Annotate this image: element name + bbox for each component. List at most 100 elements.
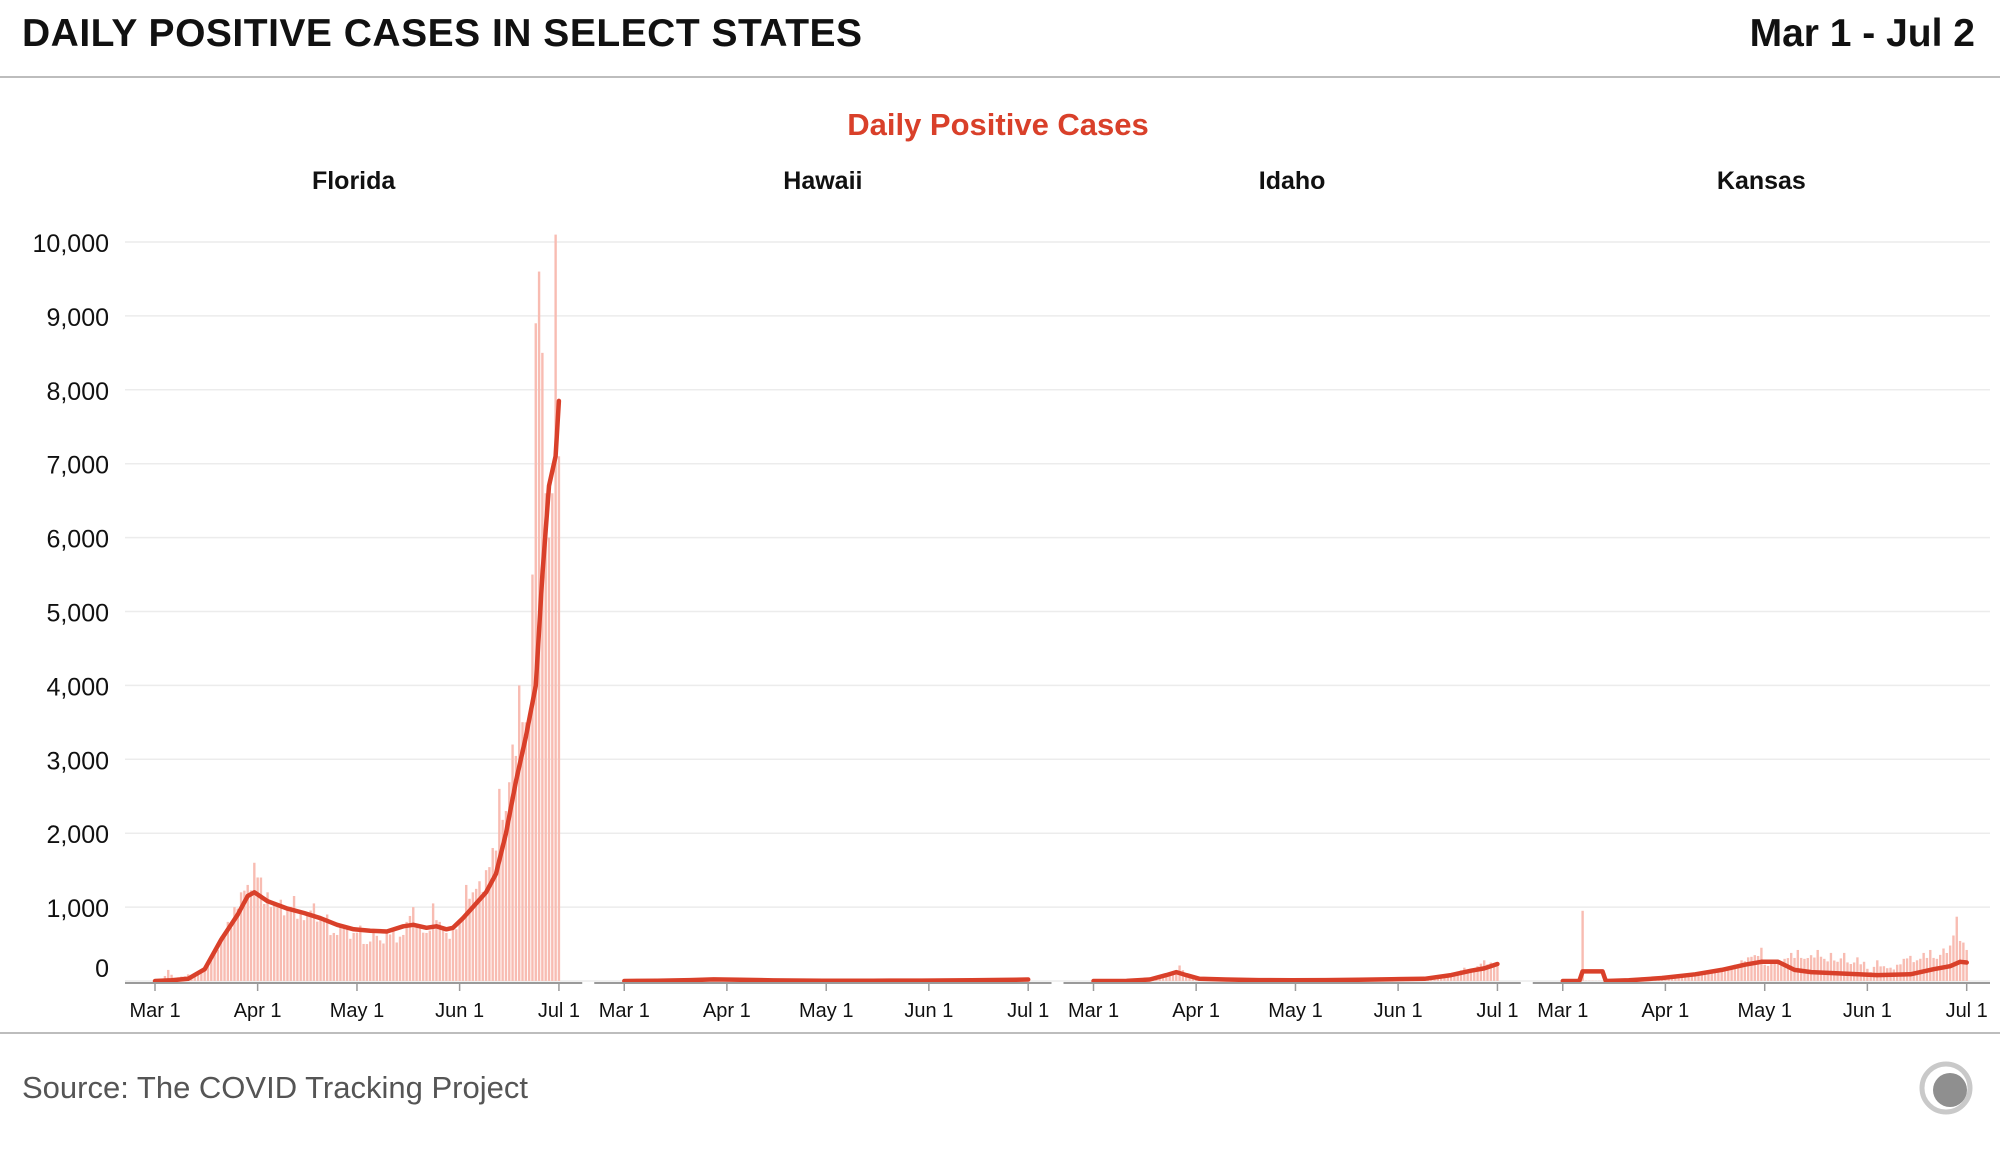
- daily-case-bar: [445, 933, 447, 981]
- daily-case-bar: [412, 907, 414, 981]
- daily-case-bar: [525, 722, 527, 981]
- daily-case-bar: [1856, 957, 1858, 981]
- daily-case-bar: [359, 926, 361, 981]
- panel-hawaii: Hawaii Mar 1 Apr 1 May 1 Jun 1 Jul 1: [594, 167, 1051, 1022]
- daily-case-bar: [286, 907, 288, 981]
- daily-case-bar: [1823, 959, 1825, 981]
- y-axis: 10,0009,0008,0007,0006,0005,0004,0003,00…: [33, 230, 109, 983]
- panel-title: Kansas: [1717, 167, 1806, 195]
- daily-case-bar: [402, 935, 404, 981]
- daily-case-bar: [319, 918, 321, 981]
- daily-case-bar: [1773, 962, 1775, 981]
- daily-case-bar: [1797, 950, 1799, 981]
- daily-case-bar: [349, 939, 351, 981]
- daily-case-bar: [366, 944, 368, 981]
- daily-case-bar: [329, 935, 331, 981]
- daily-case-bar: [1876, 960, 1878, 981]
- panel-title: Idaho: [1259, 167, 1326, 195]
- daily-case-bar: [1830, 953, 1832, 981]
- y-tick-label: 8,000: [46, 378, 109, 406]
- daily-case-bar: [250, 890, 252, 981]
- daily-case-bar: [376, 936, 378, 981]
- y-tick-label: 6,000: [46, 526, 109, 554]
- daily-case-bar: [439, 922, 441, 981]
- daily-case-bar: [346, 929, 348, 981]
- daily-case-bar: [323, 921, 325, 981]
- daily-case-bar: [369, 942, 371, 981]
- daily-case-bar: [333, 933, 335, 981]
- daily-case-bar: [1843, 953, 1845, 981]
- footer: Source: The COVID Tracking Project: [0, 1032, 2000, 1149]
- daily-case-bar: [1929, 950, 1931, 981]
- daily-case-bar: [458, 922, 460, 981]
- daily-case-bar: [296, 919, 298, 981]
- daily-case-bar: [518, 685, 520, 981]
- chart-svg: Daily Positive Cases 10,0009,0008,0007,0…: [0, 78, 2000, 1033]
- chart-subtitle: Daily Positive Cases: [847, 107, 1149, 142]
- daily-case-bar: [1760, 948, 1762, 981]
- daily-case-bar: [531, 575, 533, 981]
- daily-case-bar: [1840, 958, 1842, 981]
- x-tick-label: Apr 1: [703, 1000, 751, 1022]
- daily-case-bar: [382, 943, 384, 981]
- daily-case-bar: [1747, 957, 1749, 981]
- daily-case-bar: [362, 944, 364, 981]
- panels: Florida Mar 1 Apr 1 May 1 Jun 1 Jul 1 Hawaii Ma…: [125, 167, 1990, 1022]
- daily-case-bar: [1833, 960, 1835, 981]
- daily-case-bar: [1922, 953, 1924, 981]
- daily-case-bar: [1909, 956, 1911, 981]
- x-tick-label: Jul 1: [1007, 1000, 1049, 1022]
- daily-case-bar: [303, 920, 305, 981]
- daily-case-bar: [452, 929, 454, 981]
- daily-case-bar: [283, 915, 285, 981]
- x-tick-label: Jun 1: [904, 1000, 953, 1022]
- daily-case-bar: [419, 926, 421, 981]
- daily-case-bar: [1496, 966, 1498, 981]
- daily-case-bar: [1770, 963, 1772, 981]
- y-tick-label: 10,000: [33, 230, 109, 258]
- daily-case-bar: [306, 914, 308, 981]
- daily-case-bar: [343, 929, 345, 981]
- x-tick-label: Jul 1: [538, 1000, 580, 1022]
- daily-case-bar: [498, 789, 500, 981]
- x-tick-label: Jul 1: [1476, 1000, 1518, 1022]
- x-tick-label: Jul 1: [1946, 1000, 1988, 1022]
- daily-case-bar: [548, 538, 550, 981]
- daily-case-bar: [1757, 956, 1759, 981]
- x-tick-label: Mar 1: [129, 1000, 180, 1022]
- daily-case-bar: [336, 935, 338, 981]
- panel-title: Florida: [312, 167, 396, 195]
- daily-case-bar: [482, 892, 484, 981]
- daily-case-bar: [392, 929, 394, 981]
- daily-case-bar: [1750, 957, 1752, 981]
- daily-case-bar: [551, 493, 553, 981]
- daily-case-bar: [280, 900, 282, 981]
- daily-case-bar: [429, 931, 431, 981]
- panel-title: Hawaii: [783, 167, 862, 195]
- daily-case-bar: [1767, 966, 1769, 981]
- daily-case-bar: [1906, 958, 1908, 981]
- daily-case-bar: [372, 929, 374, 981]
- date-range: Mar 1 - Jul 2: [1750, 12, 1975, 56]
- daily-case-bar: [1817, 950, 1819, 981]
- daily-case-bar: [326, 914, 328, 981]
- x-tick-label: Mar 1: [1068, 1000, 1119, 1022]
- x-tick-label: May 1: [799, 1000, 853, 1022]
- x-tick-label: Apr 1: [1641, 1000, 1689, 1022]
- x-tick-label: May 1: [1737, 1000, 1791, 1022]
- daily-case-bar: [253, 863, 255, 981]
- daily-case-bar: [1942, 948, 1944, 981]
- header: DAILY POSITIVE CASES IN SELECT STATES Ma…: [0, 0, 2000, 78]
- chart-title: DAILY POSITIVE CASES IN SELECT STATES: [22, 12, 863, 56]
- daily-case-bar: [270, 907, 272, 981]
- daily-case-bar: [1714, 973, 1716, 981]
- daily-case-bar: [223, 933, 225, 981]
- daily-case-bar: [1965, 950, 1967, 981]
- daily-case-bar: [299, 911, 301, 981]
- daily-case-bar: [558, 456, 560, 981]
- x-tick-label: Mar 1: [599, 1000, 650, 1022]
- daily-case-bar: [389, 934, 391, 981]
- daily-case-bar: [435, 920, 437, 981]
